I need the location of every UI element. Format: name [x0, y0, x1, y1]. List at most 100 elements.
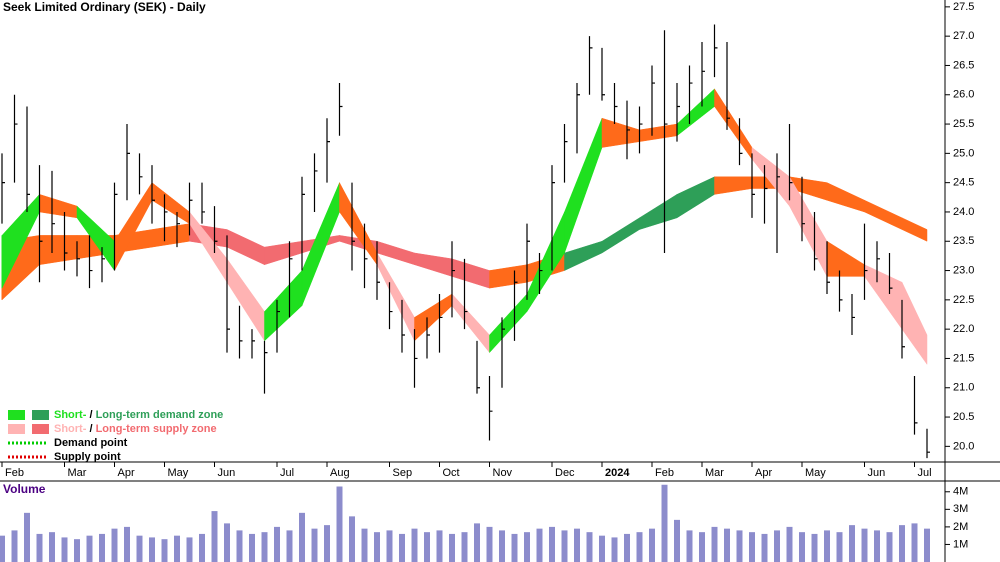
volume-bar [874, 530, 880, 562]
price-bar [363, 223, 368, 289]
volume-bar [786, 526, 793, 562]
x-tick-label: Jun [868, 467, 886, 479]
price-bar [901, 299, 905, 359]
volume-bar [411, 528, 418, 562]
x-tick-label: Jul [280, 467, 294, 479]
y-tick-label: 21.0 [953, 382, 974, 394]
price-bar [463, 258, 468, 330]
x-tick-label: Feb [655, 467, 674, 479]
price-bar [426, 317, 430, 359]
x-tick-label: Mar [68, 467, 87, 479]
price-bar [276, 299, 280, 353]
y-tick-label: 25.5 [953, 118, 974, 130]
volume-bar [349, 516, 355, 562]
price-bar [713, 24, 718, 78]
price-bar [88, 235, 93, 289]
volume-bar [211, 511, 218, 562]
volume-bar [49, 532, 55, 562]
price-bar [238, 305, 243, 359]
price-bar [551, 165, 555, 271]
x-tick-label: Mar [705, 467, 724, 479]
volume-bar [274, 526, 280, 562]
y-tick-label: 23.5 [953, 235, 974, 247]
price-bar [926, 428, 930, 459]
volume-bar [186, 537, 193, 562]
price-bar [163, 194, 168, 242]
volume-bar [474, 523, 480, 562]
volume-bar [561, 530, 568, 562]
volume-bar [624, 533, 630, 562]
y-tick-label: 27.5 [953, 1, 974, 13]
x-tick-label: 2024 [605, 467, 630, 479]
price-bar [138, 153, 143, 195]
price-bar [26, 106, 30, 212]
price-bar [801, 176, 805, 242]
price-bar [338, 83, 343, 136]
volume-bar [636, 532, 643, 562]
price-bar [751, 153, 755, 218]
volume-bar [686, 530, 693, 562]
volume-bar [124, 526, 130, 562]
x-tick-label: Jul [918, 467, 932, 479]
price-bar [576, 83, 580, 154]
x-tick-label: Oct [443, 467, 460, 479]
x-tick-label: Apr [755, 467, 772, 479]
volume-bar [461, 532, 468, 562]
price-bar [763, 165, 768, 224]
legend-text: Supply point [54, 451, 121, 463]
volume-bar [574, 528, 580, 562]
volume-bar [736, 530, 743, 562]
volume-bar [836, 532, 843, 562]
x-tick-label: Nov [493, 467, 513, 479]
price-bar [501, 317, 505, 388]
price-bar [251, 329, 255, 359]
price-bar [526, 223, 530, 300]
volume-bar [311, 528, 318, 562]
legend-swatch [32, 410, 49, 420]
volume-bar [324, 525, 330, 562]
y-tick-label: 26.0 [953, 89, 974, 101]
volume-bar [861, 528, 868, 562]
volume-bar [499, 530, 505, 562]
legend-text: / [86, 409, 95, 421]
price-bar [76, 241, 80, 277]
price-bar [151, 165, 155, 224]
price-bar [726, 42, 730, 130]
price-bar [588, 36, 593, 95]
price-bar [851, 293, 855, 336]
price-bar [351, 182, 355, 271]
price-bar [401, 299, 405, 353]
volume-bar [774, 530, 780, 562]
price-bar [263, 340, 268, 394]
volume-bar [611, 537, 618, 562]
volume-bar [599, 535, 605, 562]
price-bar [876, 241, 880, 283]
volume-bar [486, 526, 493, 562]
volume-bar [661, 484, 668, 562]
price-bar [738, 118, 743, 166]
volume-bar [811, 533, 818, 562]
x-tick-label: Feb [5, 467, 24, 479]
price-bar [188, 182, 193, 236]
volume-bar [336, 486, 343, 562]
volume-bar [911, 523, 918, 562]
volume-bar [24, 512, 30, 562]
price-bar [388, 282, 393, 330]
volume-bar [899, 525, 905, 562]
price-bar [113, 182, 118, 271]
volume-bar [11, 530, 18, 562]
volume-bar [524, 532, 530, 562]
y-tick-label: 27.0 [953, 30, 974, 42]
price-bar [101, 247, 105, 283]
volume-bar [724, 528, 730, 562]
volume-bar [399, 533, 405, 562]
y-tick-label: 3M [953, 503, 968, 515]
y-tick-label: 24.5 [953, 177, 974, 189]
y-tick-label: 26.5 [953, 59, 974, 71]
legend-text: Long-term demand zone [96, 409, 224, 421]
price-bar [788, 124, 793, 201]
price-bar [626, 100, 630, 160]
price-bar [476, 340, 480, 394]
price-bar [413, 329, 418, 388]
